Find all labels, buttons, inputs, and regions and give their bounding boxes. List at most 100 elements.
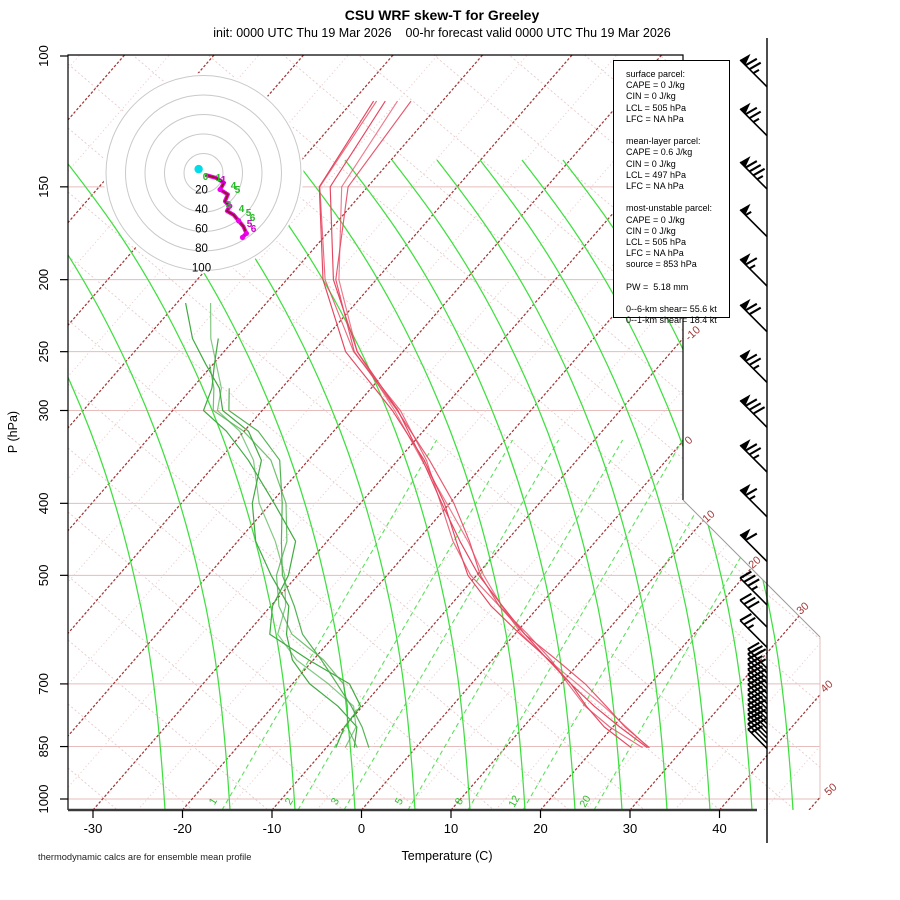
barb-half	[752, 364, 760, 370]
isotherm-edge-label: -10	[683, 324, 703, 344]
pressure-tick-label: 150	[36, 176, 51, 198]
dry-adiabat-line	[68, 63, 820, 713]
pressure-tick-label: 400	[36, 492, 51, 514]
info-line: CIN = 0 J/kg	[626, 158, 676, 169]
isotherm-edge-label: 20	[746, 554, 763, 571]
barb-full	[739, 570, 752, 579]
y-axis-title: P (hPa)	[6, 410, 20, 454]
moist-adiabat-curve	[68, 159, 296, 810]
barb-full	[743, 616, 756, 626]
wind-barb	[739, 298, 768, 333]
temperature-profile-member	[335, 100, 650, 749]
profiles	[185, 100, 650, 749]
hodograph-ring-label: 20	[195, 185, 208, 197]
barb-full	[745, 160, 758, 169]
mixing-ratio-line	[343, 439, 560, 810]
info-line: LCL = 497 hPa	[626, 169, 686, 180]
barb-pennant	[740, 483, 751, 496]
temp-tick-label: 20	[533, 821, 547, 836]
dewpoint-profile-member	[185, 302, 358, 748]
hodograph-trace-marker	[239, 234, 246, 240]
wind-barb	[739, 528, 768, 563]
mixing-ratio-line	[467, 439, 684, 810]
wind-barb	[739, 349, 768, 383]
barb-full	[747, 661, 760, 671]
barb-full	[745, 532, 758, 541]
isotherm-minor-line	[68, 55, 618, 810]
barb-half	[748, 495, 756, 501]
isotherm-edge-label: 40	[818, 678, 835, 695]
barb-full	[739, 592, 752, 602]
barb-full	[747, 716, 760, 725]
info-line: CIN = 0 J/kg	[626, 225, 676, 236]
barb-full	[747, 672, 760, 681]
dry-adiabat-line	[68, 703, 820, 810]
hodograph-height-label: 0	[203, 172, 209, 183]
dry-adiabat-line	[68, 191, 820, 810]
mixing-ratio-labels: 1 2 3 5 8 12 20	[207, 793, 594, 809]
barb-full	[747, 641, 760, 651]
mixing-ratio-line	[593, 439, 810, 810]
hodograph-height-label: 6	[251, 224, 257, 235]
barb-full	[748, 402, 762, 411]
pressure-tick-label: 200	[36, 269, 51, 291]
barb-full	[745, 257, 758, 266]
pressure-tick-label: 100	[36, 45, 51, 67]
wind-barb	[739, 253, 768, 287]
info-line: surface parcel:	[626, 69, 686, 79]
hodograph-height-label: 1	[216, 173, 222, 184]
barb-pennant	[740, 439, 751, 451]
barb-pennant	[740, 102, 751, 114]
hodograph-ring	[164, 133, 243, 213]
hodograph-ring	[144, 114, 263, 232]
info-line: LCL = 505 hPa	[626, 102, 686, 113]
barb-pennant	[740, 253, 751, 265]
barb-full	[747, 682, 760, 691]
wind-barb	[739, 102, 768, 137]
info-line: most-unstable parcel:	[626, 203, 713, 214]
moist-adiabat-curve	[344, 159, 576, 810]
hodograph-trace-marker	[243, 230, 249, 237]
info-line: CAPE = 0 J/kg	[626, 80, 685, 91]
barb-full	[747, 692, 760, 701]
pressure-tick-label: 300	[36, 400, 51, 422]
temp-tick-label: 10	[444, 821, 458, 836]
barb-full	[743, 596, 756, 606]
barb-full	[747, 711, 760, 720]
hodograph-ring	[105, 75, 302, 271]
barb-full	[745, 302, 758, 312]
barb-pennant	[740, 156, 751, 168]
pressure-tick-label: 1000	[36, 785, 51, 814]
barb-full	[747, 706, 760, 716]
isotherm-edge-label: 10	[700, 508, 717, 525]
barb-full	[747, 600, 760, 609]
barb-full	[747, 646, 760, 655]
barb-pennant	[740, 203, 751, 215]
hodograph-height-label: 5	[247, 219, 253, 230]
hodograph-height-label: 5	[246, 208, 252, 219]
temperature-profile-member	[318, 100, 632, 749]
temp-tick-label: 0	[358, 821, 365, 836]
hodograph-ring	[183, 153, 224, 193]
barb-full	[752, 167, 766, 177]
hodograph-ring-label: 60	[195, 224, 208, 236]
wind-barb	[739, 203, 768, 238]
chart-title: CSU WRF skew-T for Greeley	[344, 7, 540, 23]
hodograph-height-label: 1	[221, 175, 227, 186]
moist-adiabat-curve	[68, 159, 166, 810]
barb-pennant	[740, 394, 751, 406]
footnote: thermodynamic calcs are for ensemble mea…	[38, 852, 252, 862]
hodograph-trace-marker	[217, 186, 223, 193]
wind-barb	[739, 394, 768, 428]
isotherm-edge-label: 30	[794, 600, 811, 617]
temp-tick-label: -30	[84, 821, 103, 836]
wind-barb	[739, 483, 768, 518]
barb-half	[752, 68, 760, 75]
isotherm-line	[808, 55, 820, 810]
dry-adiabat-line	[68, 127, 820, 777]
dry-adiabat-line	[68, 511, 820, 810]
info-line: LFC = NA hPa	[626, 113, 684, 124]
temperature-profile-member	[338, 100, 649, 749]
